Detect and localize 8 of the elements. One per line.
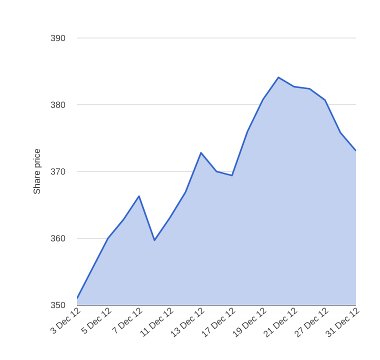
x-tick-label: 3 Dec 12 (50, 308, 81, 334)
y-tick-label: 350 (50, 302, 66, 308)
x-tick-label: 5 Dec 12 (80, 308, 112, 334)
y-tick-label: 380 (50, 102, 66, 108)
y-tick-label: 360 (50, 235, 66, 242)
y-tick-label: 390 (50, 34, 66, 42)
y-tick-label: 370 (50, 168, 66, 175)
y-axis-title: Share price (33, 148, 42, 194)
